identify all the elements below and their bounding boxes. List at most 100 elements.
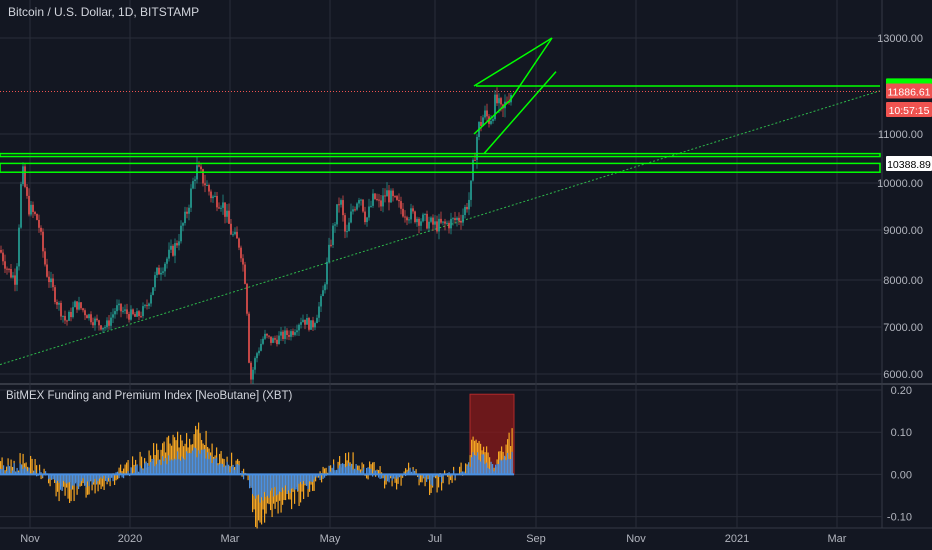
premium-bar <box>157 460 159 475</box>
premium-bar <box>117 471 119 475</box>
candle <box>222 202 224 208</box>
candle <box>88 314 90 319</box>
premium-bar <box>349 466 351 475</box>
candle <box>122 310 124 312</box>
candle <box>304 319 306 325</box>
candle <box>126 309 128 315</box>
premium-bar <box>25 468 27 475</box>
funding-bar <box>120 464 122 475</box>
premium-bar <box>430 474 432 485</box>
premium-bar <box>499 459 501 475</box>
candle <box>62 315 64 317</box>
candle <box>218 207 220 209</box>
funding-bar <box>124 464 126 475</box>
premium-bar <box>424 474 426 478</box>
candle <box>368 206 370 218</box>
premium-bar <box>175 459 177 475</box>
funding-bar <box>384 474 386 489</box>
funding-bar <box>345 453 347 475</box>
funding-bar <box>493 467 495 475</box>
funding-bar <box>34 459 36 475</box>
candle <box>392 190 394 197</box>
candle <box>274 338 276 340</box>
funding-bar <box>0 461 2 475</box>
funding-bar <box>103 474 105 490</box>
funding-bar <box>369 461 371 475</box>
premium-bar <box>85 474 87 488</box>
premium-bar <box>475 455 477 475</box>
premium-bar <box>9 466 11 475</box>
funding-bar <box>118 467 120 475</box>
candle <box>430 217 432 222</box>
support-zone <box>0 152 881 158</box>
premium-bar <box>166 464 168 475</box>
premium-bar <box>268 474 270 498</box>
premium-bar <box>346 466 348 475</box>
premium-bar <box>406 471 408 475</box>
premium-bar <box>223 466 225 475</box>
candle <box>32 204 34 212</box>
premium-bar <box>63 474 65 481</box>
candle <box>496 94 498 104</box>
premium-bar <box>189 452 191 475</box>
candle <box>100 325 102 330</box>
funding-bar <box>169 443 171 475</box>
funding-bar <box>199 433 201 475</box>
premium-bar <box>333 464 335 475</box>
premium-bar <box>480 461 482 475</box>
candle <box>350 211 352 223</box>
candle <box>164 263 166 272</box>
candle <box>272 338 274 343</box>
premium-bar <box>372 474 374 477</box>
premium-bar <box>102 474 104 479</box>
premium-bar <box>123 474 125 479</box>
premium-bar <box>34 469 36 475</box>
premium-bar <box>441 474 443 483</box>
premium-bar <box>234 469 236 475</box>
funding-bar <box>4 470 6 475</box>
candle <box>424 213 426 215</box>
funding-bar <box>123 468 125 475</box>
premium-bar <box>322 474 324 479</box>
premium-bar <box>256 474 258 496</box>
premium-bar <box>136 464 138 475</box>
funding-bar <box>435 474 437 479</box>
premium-bar <box>153 458 155 475</box>
premium-bar <box>373 470 375 475</box>
premium-bar <box>127 471 129 475</box>
premium-bar <box>487 467 489 475</box>
premium-bar <box>28 467 30 475</box>
funding-bar <box>511 428 513 475</box>
premium-bar <box>162 456 164 475</box>
candle <box>136 311 138 317</box>
premium-bar <box>99 474 101 479</box>
premium-bar <box>291 474 293 489</box>
premium-bar <box>222 464 224 475</box>
candle <box>250 362 252 380</box>
premium-bar <box>303 474 305 482</box>
premium-bar <box>204 449 206 475</box>
x-tick-label: Nov <box>626 533 646 545</box>
candle <box>82 308 84 311</box>
premium-bar <box>442 474 444 477</box>
funding-bar <box>313 474 315 491</box>
candle <box>270 336 272 343</box>
premium-bar <box>354 468 356 475</box>
premium-bar <box>52 474 54 479</box>
funding-bar <box>27 466 29 475</box>
funding-bar <box>241 474 243 477</box>
premium-bar <box>72 474 74 486</box>
funding-bar <box>100 474 102 490</box>
candle <box>420 221 422 226</box>
premium-bar <box>237 464 239 475</box>
premium-bar <box>258 474 260 495</box>
premium-bar <box>292 474 294 489</box>
funding-bar <box>427 474 429 480</box>
premium-bar <box>201 449 203 475</box>
funding-bar <box>139 451 141 475</box>
candle <box>314 323 316 328</box>
premium-bar <box>409 467 411 475</box>
candle <box>198 165 200 167</box>
premium-bar <box>195 448 197 475</box>
candle <box>398 199 400 202</box>
